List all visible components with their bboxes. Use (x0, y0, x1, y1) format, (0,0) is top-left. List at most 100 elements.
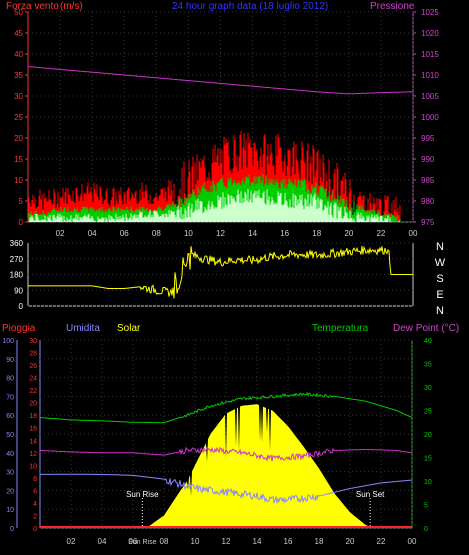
humidity-tick-label: 16 (29, 426, 37, 433)
wind-unit-label: (m/s) (60, 1, 83, 12)
wind-tick-label: 15 (14, 155, 23, 164)
temperature-axis-label: Temperatura (312, 323, 369, 334)
climate-time-label: 12 (222, 537, 231, 546)
dir-compass-letter: N (436, 305, 444, 317)
wind-time-label: 22 (376, 229, 385, 238)
temperature-tick-label: 10 (424, 479, 432, 486)
wind-tick-label: 5 (19, 197, 24, 206)
wind-direction-line (28, 245, 413, 299)
humidity-axis-label: Umidita (66, 323, 100, 334)
rain-tick-label: 40 (6, 451, 14, 458)
rain-tick-label: 0 (10, 526, 14, 533)
pressure-tick-label: 985 (421, 176, 435, 185)
wind-axis-label: Forza vento (6, 1, 59, 12)
climate-time-label: 00 (408, 537, 417, 546)
dir-tick-label: 90 (14, 286, 23, 295)
wind-time-label: 10 (184, 229, 193, 238)
climate-time-label: 02 (67, 537, 76, 546)
humidity-tick-label: 6 (33, 488, 37, 495)
temperature-tick-label: 15 (424, 456, 432, 463)
pressure-tick-label: 1010 (421, 71, 439, 80)
rain-tick-label: 30 (6, 470, 14, 477)
pressure-tick-label: 1000 (421, 113, 439, 122)
humidity-tick-label: 0 (33, 526, 37, 533)
wind-time-label: 02 (56, 229, 65, 238)
dewpoint-axis-label: Dew Point (°C) (393, 323, 459, 334)
climate-time-label: 18 (315, 537, 324, 546)
dir-compass-letter: E (436, 289, 443, 301)
temperature-tick-label: 5 (424, 503, 428, 510)
wind-time-label: 20 (344, 229, 353, 238)
wind-time-label: 14 (248, 229, 257, 238)
wind-time-label: 04 (88, 229, 97, 238)
temperature-line (40, 391, 413, 424)
rain-tick-label: 90 (6, 357, 14, 364)
humidity-tick-label: 14 (29, 438, 37, 445)
climate-panel: Pioggia Umidita Solar Temperatura Dew Po… (2, 323, 459, 546)
sunset-label: Sun Set (356, 490, 385, 499)
humidity-tick-label: 28 (29, 351, 37, 358)
pressure-tick-label: 990 (421, 155, 435, 164)
solar-axis-label: Solar (117, 323, 141, 334)
humidity-tick-label: 30 (29, 338, 37, 345)
chart-title: 24 hour graph data (18 luglio 2012) (172, 1, 328, 12)
humidity-tick-label: 10 (29, 463, 37, 470)
pressure-line (27, 66, 413, 95)
temperature-tick-label: 0 (424, 526, 428, 533)
sunrise-label: Sun Rise (126, 490, 159, 499)
wind-time-label: 06 (120, 229, 129, 238)
dir-tick-label: 360 (10, 239, 24, 248)
dir-compass-letter: S (436, 273, 443, 285)
wind-time-label: 00 (409, 229, 418, 238)
climate-time-label: 14 (253, 537, 262, 546)
dewpoint-line (39, 446, 413, 462)
dir-tick-label: 180 (10, 271, 24, 280)
pressure-tick-label: 1020 (421, 29, 439, 38)
climate-time-label: 08 (160, 537, 169, 546)
wind-tick-label: 35 (14, 71, 23, 80)
pressure-axis-label: Pressione (370, 1, 415, 12)
rain-tick-label: 20 (6, 488, 14, 495)
rain-tick-label: 70 (6, 394, 14, 401)
rain-axis-label: Pioggia (2, 323, 36, 334)
dir-tick-label: 0 (19, 302, 24, 311)
climate-time-label: 22 (377, 537, 386, 546)
wind-min-series (28, 188, 400, 222)
climate-time-label: 20 (346, 537, 355, 546)
wind-time-label: 12 (216, 229, 225, 238)
pressure-tick-label: 980 (421, 197, 435, 206)
temperature-tick-label: 20 (424, 432, 432, 439)
climate-time-label: 04 (98, 537, 107, 546)
wind-tick-label: 45 (14, 29, 23, 38)
climate-time-label: 16 (284, 537, 293, 546)
wind-tick-label: 50 (14, 8, 23, 17)
humidity-tick-label: 20 (29, 401, 37, 408)
rain-tick-label: 10 (6, 507, 14, 514)
climate-time-label: 10 (191, 537, 200, 546)
wind-tick-label: 40 (14, 50, 23, 59)
pressure-tick-label: 975 (421, 218, 435, 227)
temperature-tick-label: 30 (424, 385, 432, 392)
pressure-tick-label: 1025 (421, 8, 439, 17)
humidity-tick-label: 8 (33, 476, 37, 483)
temperature-tick-label: 40 (424, 338, 432, 345)
dir-compass-letter: W (435, 257, 446, 269)
pressure-tick-label: 995 (421, 134, 435, 143)
temperature-tick-label: 35 (424, 362, 432, 369)
wind-tick-label: 30 (14, 92, 23, 101)
climate-time-label: 06 (129, 537, 138, 546)
temperature-tick-label: 25 (424, 409, 432, 416)
humidity-line (40, 473, 413, 505)
wind-tick-label: 0 (19, 218, 24, 227)
dir-tick-label: 270 (10, 255, 24, 264)
wind-tick-label: 10 (14, 176, 23, 185)
humidity-tick-label: 26 (29, 363, 37, 370)
solar-area (140, 404, 374, 528)
humidity-tick-label: 18 (29, 413, 37, 420)
pressure-tick-label: 1015 (421, 50, 439, 59)
wind-pressure-panel: 0510152025303540455097598098599099510001… (14, 8, 439, 238)
wind-time-label: 16 (280, 229, 289, 238)
rain-tick-label: 80 (6, 376, 14, 383)
